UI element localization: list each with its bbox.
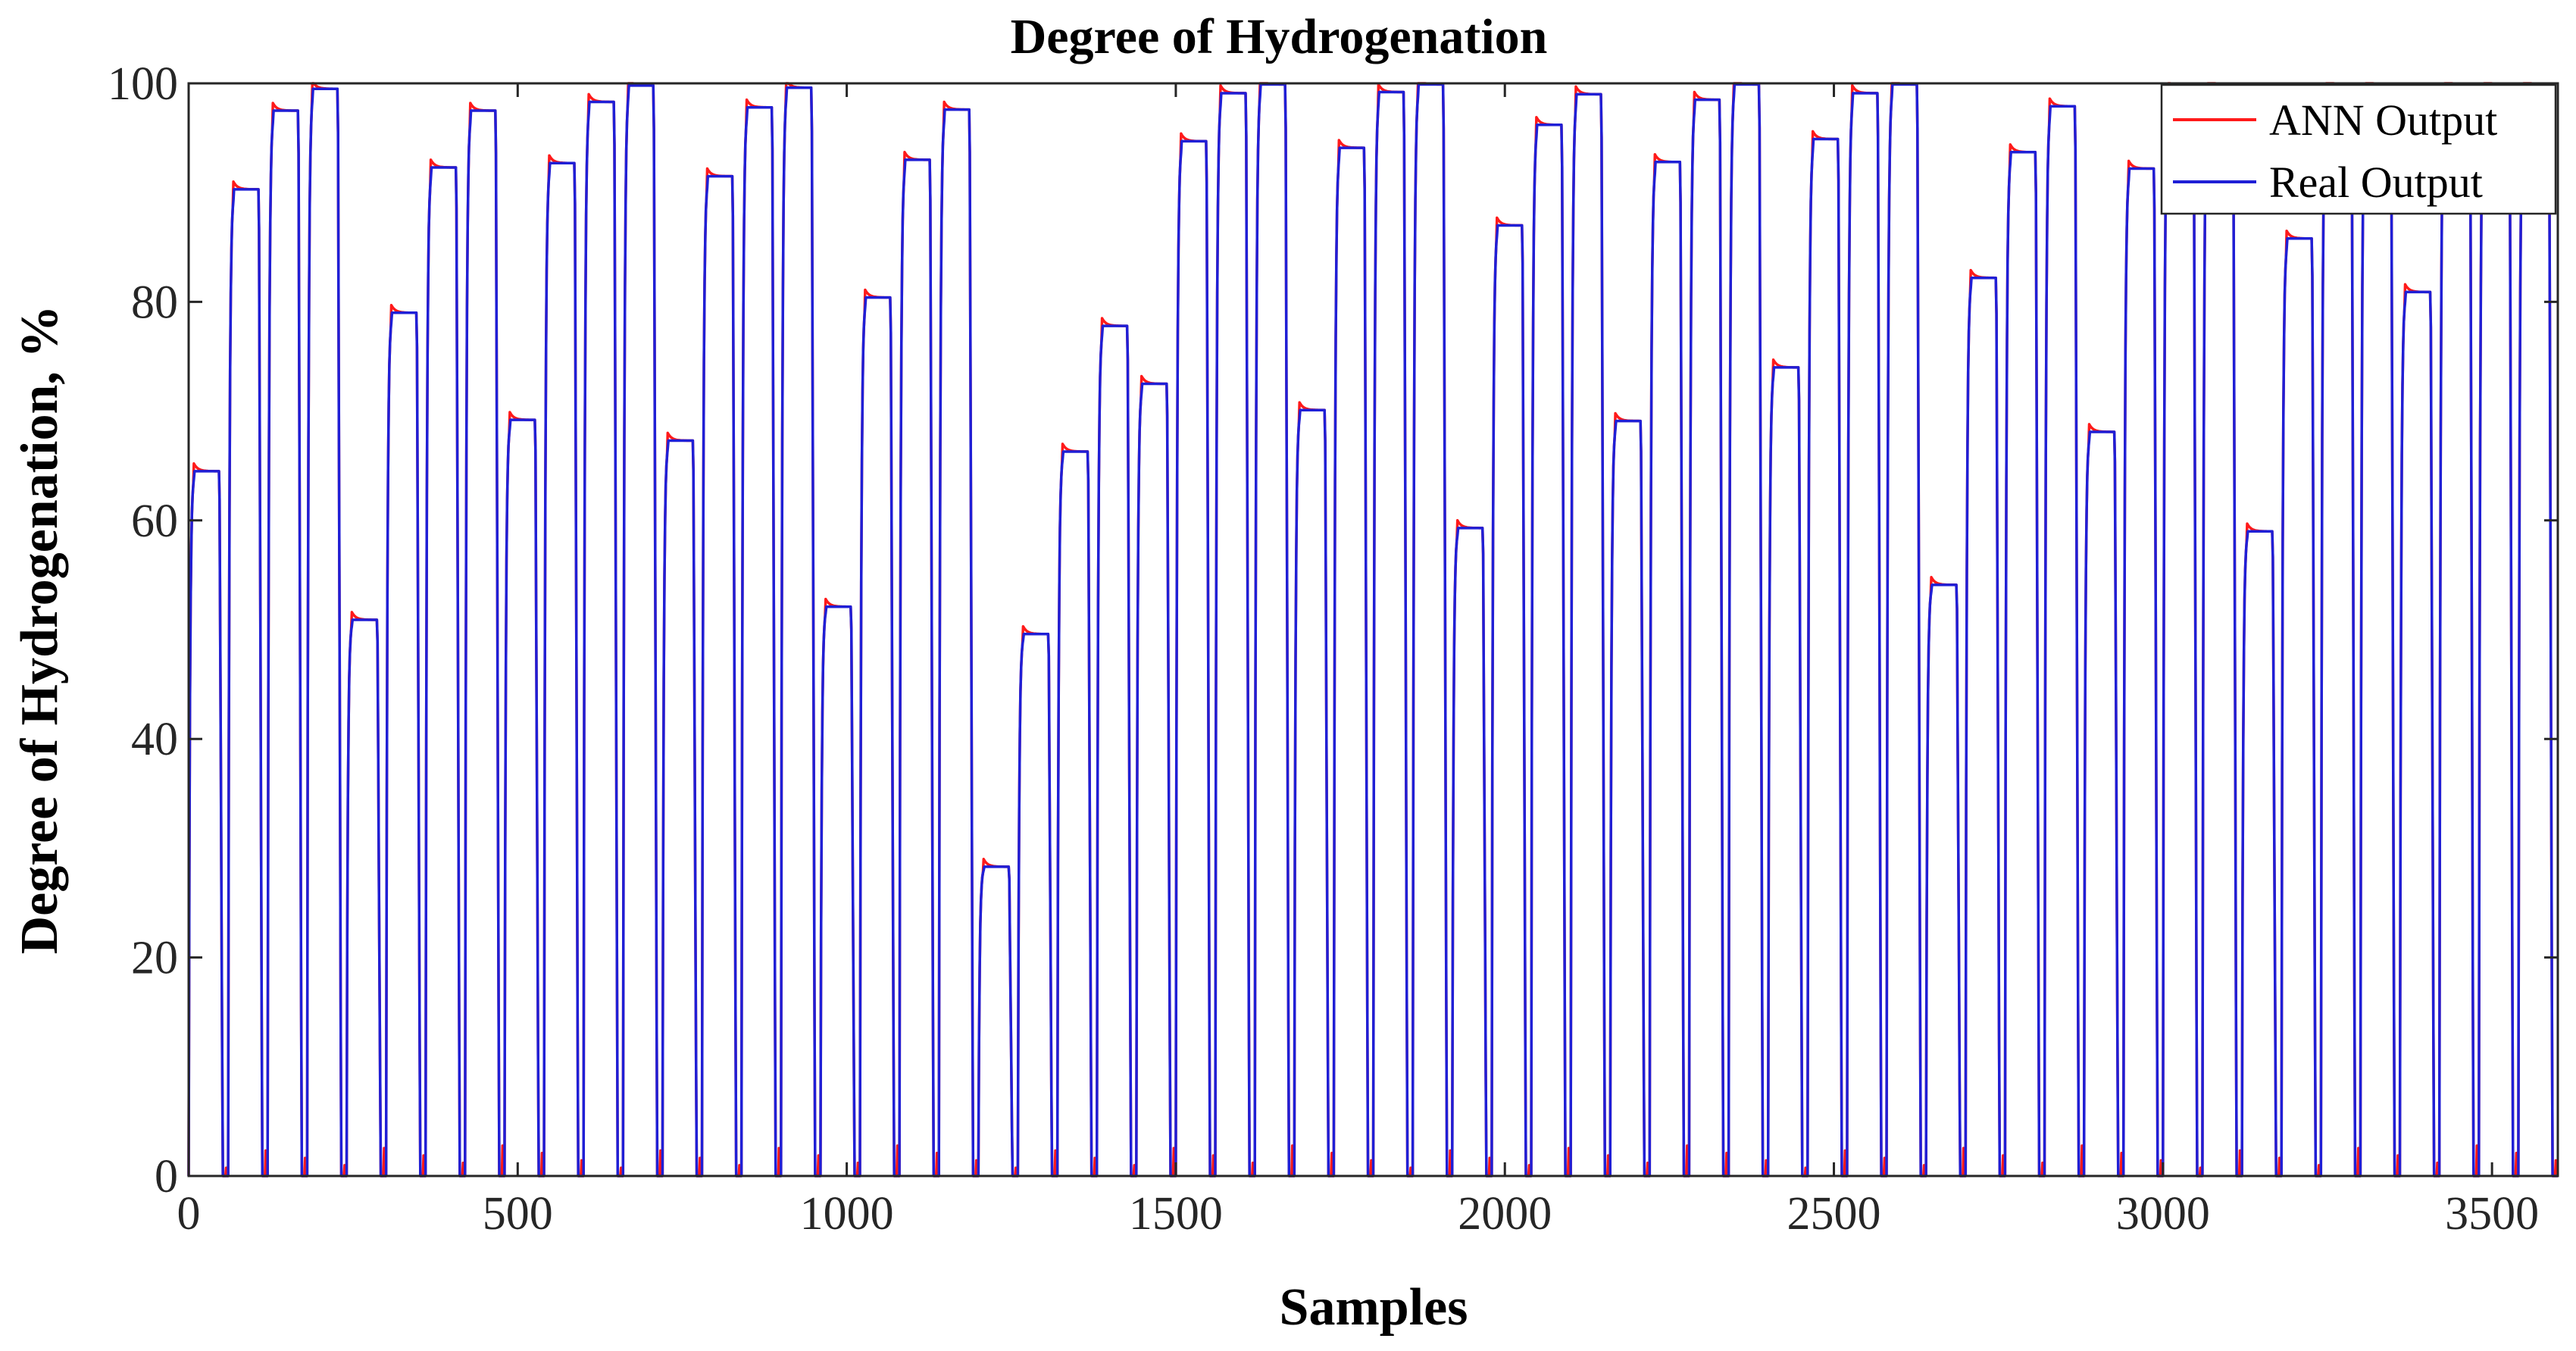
legend-label-real-output: Real Output: [2269, 158, 2483, 207]
y-axis-ticks: 0 20 40 60 80 100: [108, 58, 2558, 1202]
y-tick-label: 0: [155, 1151, 178, 1202]
chart-title: Degree of Hydrogenation: [1011, 9, 1548, 64]
y-tick-label: 80: [131, 277, 178, 328]
y-axis-label: Degree of Hydrogenation, %: [11, 305, 69, 955]
legend-label-ann-output: ANN Output: [2269, 95, 2497, 145]
x-tick-label: 2000: [1458, 1188, 1552, 1240]
y-tick-label: 100: [108, 58, 178, 110]
plot-frame: [187, 82, 2559, 1177]
y-tick-label: 40: [131, 714, 178, 765]
x-tick-label: 1500: [1129, 1188, 1223, 1240]
legend-box: [2160, 83, 2557, 215]
y-tick-label: 60: [131, 496, 178, 547]
x-tick-label: 0: [177, 1188, 201, 1240]
x-tick-label: 3500: [2445, 1188, 2539, 1240]
x-tick-label: 500: [483, 1188, 553, 1240]
x-axis-ticks: 0 500 1000 1500 2000 2500 3000 3500: [177, 83, 2539, 1240]
y-tick-label: 20: [131, 933, 178, 984]
x-tick-label: 1000: [800, 1188, 894, 1240]
x-tick-label: 2500: [1787, 1188, 1881, 1240]
x-tick-label: 3000: [2116, 1188, 2210, 1240]
legend: ANN Output Real Output: [2160, 83, 2557, 215]
x-axis-label: Samples: [1280, 1278, 1468, 1337]
